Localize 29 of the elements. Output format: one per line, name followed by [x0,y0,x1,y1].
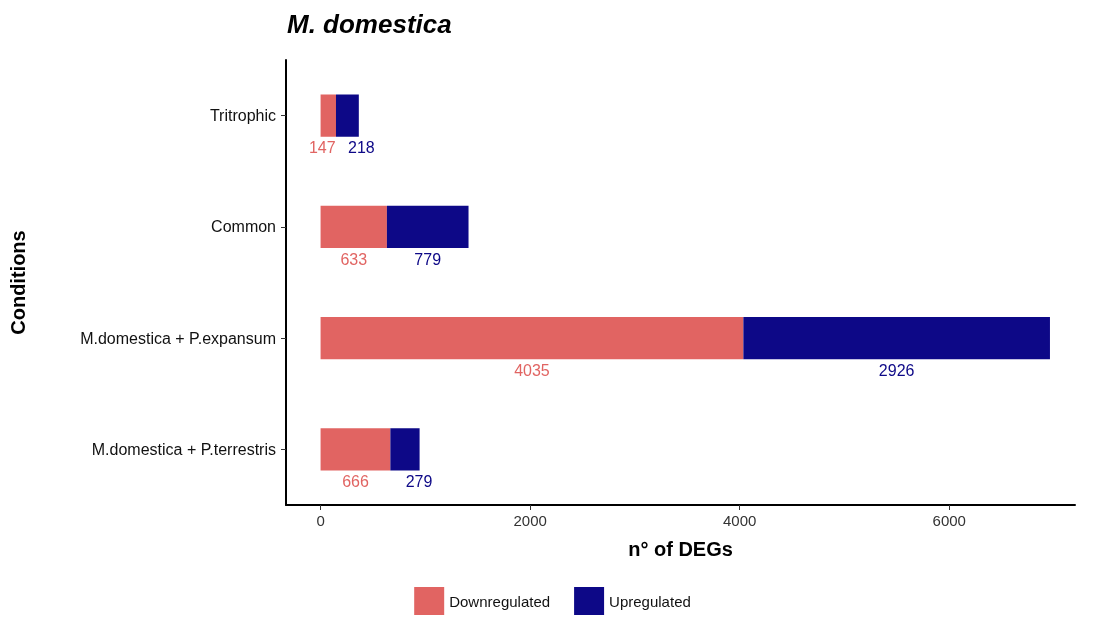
bar [320,316,744,360]
data-label: 218 [348,139,375,157]
y-tick-label: M.domestica + P.expansum [80,329,276,347]
y-axis-title: Conditions [7,230,29,335]
x-tick-label: 6000 [932,512,966,529]
data-label: 666 [342,473,369,491]
bar [320,205,387,249]
bar [386,205,469,249]
data-label: 633 [340,250,368,268]
chart-title: M. domestica [287,9,452,39]
bar [320,428,391,471]
x-tick-label: 0 [316,512,325,529]
x-tick-label: 2000 [513,512,547,529]
x-tick-label: 4000 [723,512,757,529]
y-tick-label: Tritrophic [209,107,276,125]
data-label: 4035 [514,361,550,379]
bar [335,94,359,137]
data-label: 147 [308,139,336,157]
bar [320,94,336,137]
y-tick-label: M.domestica + P.terrestris [91,440,276,458]
legend-label: Upregulated [609,592,691,610]
data-label: 779 [414,250,442,268]
data-label: 279 [405,473,433,491]
data-label: 2926 [878,361,915,379]
legend-label: Downregulated [449,592,551,610]
bar [390,428,420,471]
y-tick-label: Common [211,218,276,236]
x-axis-title: n° of DEGs [628,538,733,560]
bar [743,316,1050,360]
